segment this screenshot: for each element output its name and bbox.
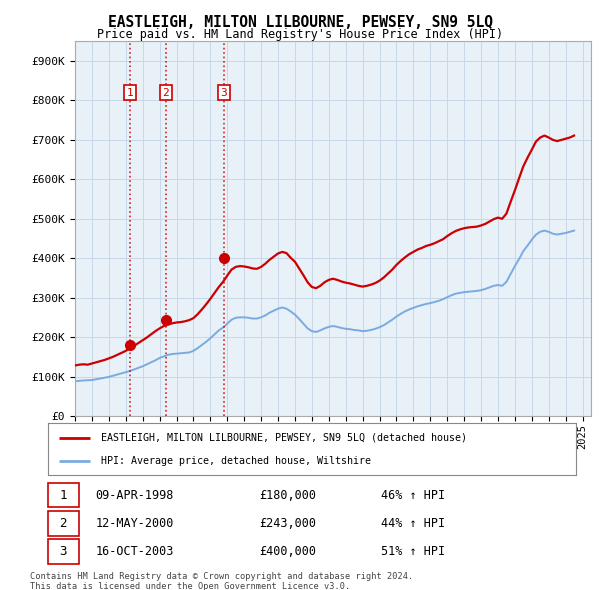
Text: £180,000: £180,000 (259, 489, 316, 502)
Text: £400,000: £400,000 (259, 545, 316, 558)
Text: 2: 2 (163, 87, 169, 97)
Text: 2: 2 (59, 517, 67, 530)
Text: HPI: Average price, detached house, Wiltshire: HPI: Average price, detached house, Wilt… (101, 457, 371, 467)
Text: £243,000: £243,000 (259, 517, 316, 530)
Text: 1: 1 (127, 87, 134, 97)
Text: 1: 1 (59, 489, 67, 502)
Text: Price paid vs. HM Land Registry's House Price Index (HPI): Price paid vs. HM Land Registry's House … (97, 28, 503, 41)
Text: EASTLEIGH, MILTON LILBOURNE, PEWSEY, SN9 5LQ (detached house): EASTLEIGH, MILTON LILBOURNE, PEWSEY, SN9… (101, 432, 467, 442)
Text: 46% ↑ HPI: 46% ↑ HPI (380, 489, 445, 502)
Text: 44% ↑ HPI: 44% ↑ HPI (380, 517, 445, 530)
Text: 16-OCT-2003: 16-OCT-2003 (95, 545, 174, 558)
Text: 09-APR-1998: 09-APR-1998 (95, 489, 174, 502)
Text: 51% ↑ HPI: 51% ↑ HPI (380, 545, 445, 558)
Text: 3: 3 (220, 87, 227, 97)
FancyBboxPatch shape (48, 539, 79, 564)
Text: 12-MAY-2000: 12-MAY-2000 (95, 517, 174, 530)
FancyBboxPatch shape (48, 511, 79, 536)
Text: EASTLEIGH, MILTON LILBOURNE, PEWSEY, SN9 5LQ: EASTLEIGH, MILTON LILBOURNE, PEWSEY, SN9… (107, 15, 493, 30)
Text: This data is licensed under the Open Government Licence v3.0.: This data is licensed under the Open Gov… (30, 582, 350, 590)
Text: 3: 3 (59, 545, 67, 558)
FancyBboxPatch shape (48, 483, 79, 507)
Text: Contains HM Land Registry data © Crown copyright and database right 2024.: Contains HM Land Registry data © Crown c… (30, 572, 413, 581)
